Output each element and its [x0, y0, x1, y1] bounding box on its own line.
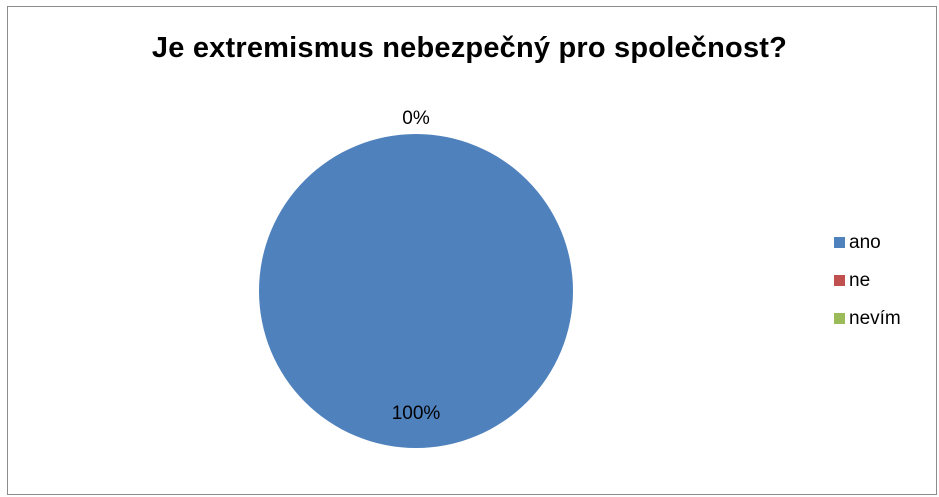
legend-item-ano: ano: [834, 232, 901, 253]
data-label-ano: 100%: [392, 403, 441, 424]
legend: ano ne nevím: [834, 232, 901, 346]
legend-swatch-nevim: [834, 313, 845, 324]
legend-item-nevim: nevím: [834, 308, 901, 329]
legend-label-ano: ano: [849, 232, 881, 253]
chart-title: Je extremismus nebezpečný pro společnost…: [151, 32, 788, 64]
legend-label-ne: ne: [849, 270, 871, 291]
legend-swatch-ne: [834, 275, 845, 286]
legend-swatch-ano: [834, 237, 845, 248]
data-label-ne: 0%: [402, 108, 430, 129]
legend-item-ne: ne: [834, 270, 901, 291]
legend-label-nevim: nevím: [849, 308, 901, 329]
pie-slice-ano: [259, 134, 573, 448]
